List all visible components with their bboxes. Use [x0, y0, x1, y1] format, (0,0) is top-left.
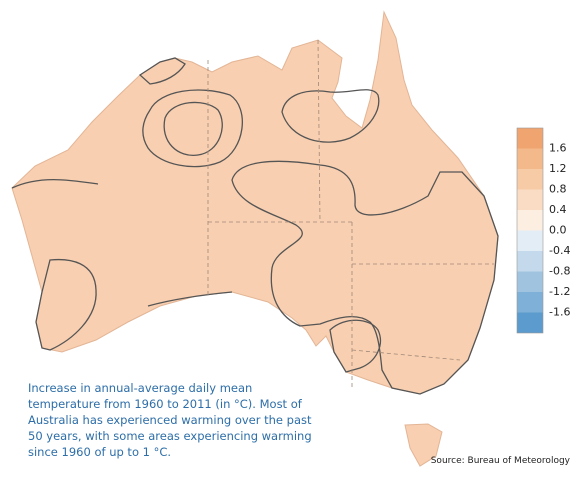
- legend-label: -0.8: [549, 265, 570, 278]
- caption-line: 50 years, with some areas experiencing w…: [28, 429, 312, 443]
- legend-label: 1.6: [549, 142, 567, 155]
- mainland: [11, 10, 499, 395]
- caption: Increase in annual-average daily mean te…: [28, 381, 312, 459]
- legend-label: -1.6: [549, 306, 570, 319]
- legend-swatch: [517, 169, 543, 190]
- legend-swatch: [517, 230, 543, 251]
- legend-swatch: [517, 271, 543, 292]
- caption-line: temperature from 1960 to 2011 (in °C). M…: [28, 397, 303, 411]
- cool-region-c: [329, 319, 382, 373]
- legend-swatch: [517, 189, 543, 210]
- cool-core: [163, 101, 223, 156]
- cool-region-b: [281, 89, 380, 143]
- state-borders: [207, 39, 494, 390]
- contour-line: [11, 178, 99, 189]
- cool-region-a: [142, 89, 243, 168]
- legend-swatch: [517, 251, 543, 272]
- legend-swatch: [517, 210, 543, 231]
- warm-west: [35, 258, 97, 351]
- warm-north: [138, 57, 186, 85]
- legend-swatch: [517, 292, 543, 313]
- source: Source: Bureau of Meteorology: [431, 456, 571, 466]
- legend-frame: [516, 127, 544, 334]
- caption-line: Australia has experienced warming over t…: [28, 413, 312, 427]
- warm-region: [231, 160, 499, 395]
- legend-swatch: [517, 312, 543, 333]
- tasmania: [404, 423, 443, 467]
- legend-label: 0.4: [549, 203, 567, 216]
- australia-map: [11, 10, 499, 467]
- legend-label: 1.2: [549, 162, 567, 175]
- legend-label: 0.8: [549, 183, 567, 196]
- contour-line: [147, 291, 233, 307]
- legend-swatch: [517, 148, 543, 169]
- caption-line: since 1960 of up to 1 °C.: [28, 445, 171, 459]
- legend-label: -0.4: [549, 244, 570, 257]
- legend: 1.6 1.2 0.8 0.4 0.0 -0.4 -0.8 -1.2 -1.6: [516, 127, 570, 334]
- legend-label: 0.0: [549, 224, 567, 237]
- legend-swatch: [517, 128, 543, 149]
- caption-line: Increase in annual-average daily mean: [28, 381, 252, 395]
- legend-label: -1.2: [549, 285, 570, 298]
